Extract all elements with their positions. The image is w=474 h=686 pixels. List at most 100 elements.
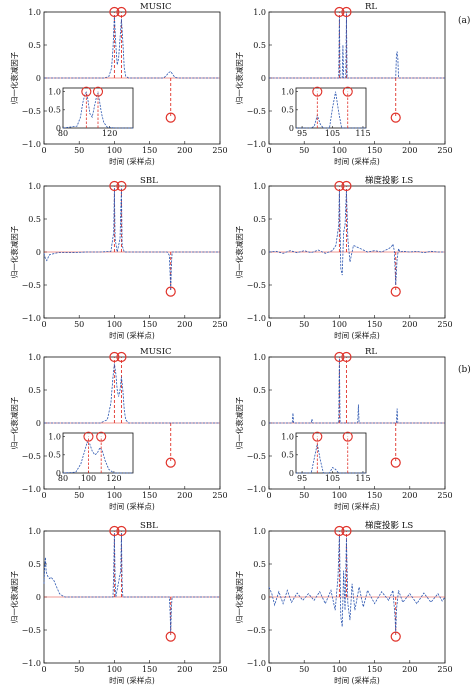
- subplot-ytick-label: 0: [261, 419, 266, 428]
- subplot-xtick-label: 50: [299, 665, 309, 674]
- subplot-title: RL: [365, 347, 377, 357]
- inset-estimate-line: [296, 443, 366, 474]
- subplot-ytick-label: −1.0: [22, 314, 41, 323]
- inset-ytick-label: 0.5: [281, 106, 294, 115]
- subplot-ylabel: 归一化衰减因子: [9, 51, 19, 104]
- subplot-ytick-label: −1.0: [247, 314, 266, 323]
- subplot-xtick-label: 100: [332, 665, 347, 674]
- subplot-xtick-label: 150: [142, 491, 157, 500]
- inset-xtick-label: 80: [58, 129, 68, 138]
- subplot-xtick-label: 100: [332, 491, 347, 500]
- subplot-xlabel: 时间 (采样点): [109, 501, 155, 511]
- subplot-ytick-label: 0: [36, 248, 41, 257]
- subplot-xtick-label: 50: [299, 146, 309, 155]
- subplot-title: 梯度投影 LS: [365, 520, 413, 531]
- subplot-truth-marker: [116, 6, 127, 18]
- subplot-ylabel: 归一化衰减因子: [9, 225, 19, 278]
- inset-ytick-label: 0.5: [48, 451, 61, 460]
- inset-estimate-line: [62, 91, 133, 129]
- subplot-ytick-label: −1.0: [22, 140, 41, 149]
- subplot-ytick-label: 0.5: [28, 41, 41, 50]
- subplot-xtick-label: 150: [367, 665, 382, 674]
- subplot-xtick-label: 150: [367, 146, 382, 155]
- subplot-estimate-line: [44, 15, 220, 79]
- subplot-xtick-label: 50: [299, 320, 309, 329]
- subplot-truth-marker: [390, 112, 401, 123]
- inset-xtick-label: 115: [355, 129, 370, 138]
- subplot-xlabel: 时间 (采样点): [334, 156, 380, 166]
- inset-ytick-label: 0: [289, 124, 294, 133]
- inset-xtick-label: 100: [81, 474, 96, 483]
- subplot-3: 0 50 100 150 200 250 1.0 0.5 0 −0.5 −1.0 SBL 归一化衰减因子…: [9, 176, 228, 340]
- subplot-xtick-label: 50: [74, 491, 84, 500]
- subplot-truth-marker: [165, 112, 176, 123]
- subplot-xtick-label: 50: [74, 320, 84, 329]
- subplot-xlabel: 时间 (采样点): [109, 330, 155, 340]
- subplot-ytick-label: −1.0: [22, 659, 41, 668]
- inset-plot: 80 120 0 0.5 1.0: [48, 86, 134, 138]
- inset-ytick-label: 0: [56, 469, 61, 478]
- subplot-xtick-label: 200: [402, 320, 417, 329]
- subplot-truth-marker: [109, 525, 120, 537]
- subplot-xtick-label: 200: [402, 146, 417, 155]
- subplot-xlabel: 时间 (采样点): [109, 156, 155, 166]
- subplot-xtick-label: 100: [107, 665, 122, 674]
- subplot-ytick-label: 0: [36, 419, 41, 428]
- inset-truth-marker: [342, 431, 353, 442]
- subplot-4: 0 50 100 150 200 250 1.0 0.5 0 −0.5 −1.0 梯度投影 LS 归一化…: [234, 175, 453, 340]
- subplot-xlabel: 时间 (采样点): [334, 501, 380, 511]
- subplot-xtick-label: 100: [107, 320, 122, 329]
- inset-ytick-label: 1.0: [48, 87, 61, 96]
- subplot-ylabel: 归一化衰减因子: [9, 396, 19, 449]
- inset-truth-marker: [92, 86, 104, 97]
- inset-truth-marker: [312, 86, 323, 97]
- subplot-truth-marker: [116, 525, 127, 537]
- subplot-ytick-label: 0: [261, 593, 266, 602]
- subplot-ylabel: 归一化衰减因子: [9, 570, 19, 623]
- subplot-ytick-label: 0.5: [253, 386, 266, 395]
- subplot-ytick-label: 0: [261, 248, 266, 257]
- subplot-xtick-label: 200: [177, 665, 192, 674]
- subplot-ytick-label: 1.0: [253, 8, 266, 17]
- subplot-ytick-label: 0.5: [253, 560, 266, 569]
- panel-label-a: (a): [458, 15, 470, 26]
- subplot-ytick-label: −0.5: [22, 626, 41, 635]
- inset-ytick-label: 0.5: [48, 106, 61, 115]
- inset-plot: 95 105 115 0 0.5 1.0: [281, 431, 371, 483]
- inset-ytick-label: 0: [56, 124, 61, 133]
- subplot-ytick-label: −0.5: [247, 281, 266, 290]
- inset-frame: [295, 87, 367, 129]
- subplot-ytick-label: 1.0: [28, 182, 41, 191]
- subplot-title: RL: [365, 2, 377, 12]
- subplot-truth-marker: [334, 180, 345, 192]
- subplot-xtick-label: 0: [266, 665, 271, 674]
- subplot-ytick-label: −0.5: [247, 107, 266, 116]
- subplot-title: 梯度投影 LS: [365, 175, 413, 186]
- subplot-xtick-label: 100: [332, 320, 347, 329]
- subplot-truth-marker: [116, 180, 127, 192]
- subplot-ytick-label: 0.5: [253, 215, 266, 224]
- inset-xtick-label: 80: [58, 474, 68, 483]
- subplot-title: MUSIC: [140, 2, 172, 12]
- inset-ytick-label: 0.5: [281, 451, 294, 460]
- subplot-truth-marker: [165, 631, 176, 642]
- inset-xtick-label: 95: [297, 474, 307, 483]
- subplot-estimate-line: [43, 187, 220, 291]
- subplot-xtick-label: 0: [41, 491, 46, 500]
- subplot-ytick-label: −1.0: [247, 140, 266, 149]
- subplot-1: 0 50 100 150 200 250 1.0 0.5 0 −0.5 −1.0 MUSIC 归一化衰减…: [9, 2, 228, 166]
- inset-truth-marker: [83, 431, 94, 442]
- subplot-title: SBL: [140, 521, 158, 531]
- inset-ytick-label: 0: [289, 469, 294, 478]
- subplot-xtick-label: 100: [107, 146, 122, 155]
- subplot-truth-marker: [109, 180, 120, 192]
- subplot-ytick-label: 1.0: [28, 527, 41, 536]
- subplot-xtick-label: 200: [177, 146, 192, 155]
- subplot-xtick-label: 50: [74, 146, 84, 155]
- subplot-xtick-label: 50: [299, 491, 309, 500]
- subplot-ytick-label: −1.0: [22, 485, 41, 494]
- subplot-xtick-label: 0: [266, 491, 271, 500]
- subplot-ylabel: 归一化衰减因子: [234, 225, 244, 278]
- subplot-xlabel: 时间 (采样点): [109, 675, 155, 685]
- inset-truth-marker: [81, 86, 92, 97]
